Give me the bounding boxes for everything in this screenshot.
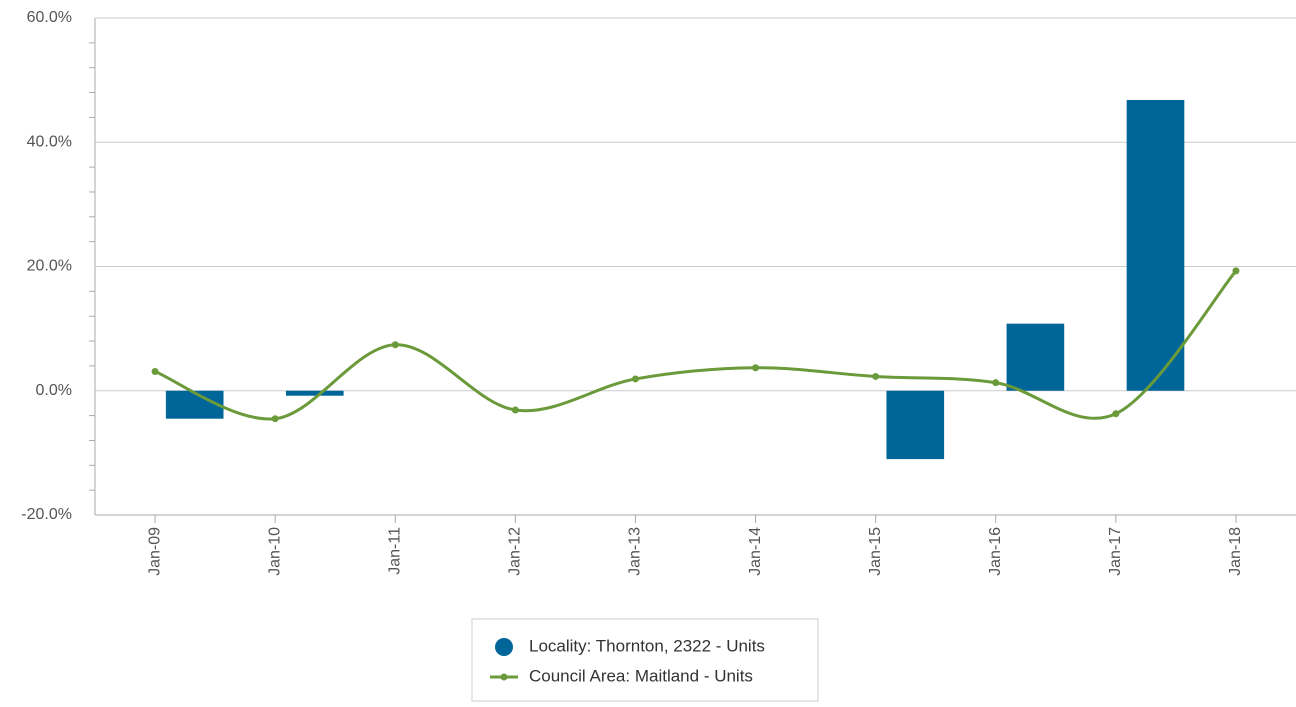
y-tick-label: 60.0% [27,9,72,26]
y-tick-label: 40.0% [27,133,72,150]
x-tick-label: Jan-17 [1107,527,1124,576]
x-tick-label: Jan-12 [507,527,524,576]
point [752,364,760,372]
legend: Locality: Thornton, 2322 - Units Council … [471,618,819,702]
line [154,269,1238,421]
legend-label: Council Area: Maitland - Units [529,666,753,685]
point [992,379,1000,387]
point [872,372,880,380]
bar [165,390,224,419]
x-tick-label: Jan-09 [146,527,163,576]
point [391,341,399,349]
bar [886,390,945,460]
x-tick-label: Jan-10 [266,527,283,576]
x-tick-label: Jan-18 [1227,527,1244,576]
legend-marker [500,673,508,681]
x-tick-label: Jan-15 [867,527,884,576]
y-tick-label: -20.0% [21,506,72,523]
bar [1126,100,1185,391]
bar [1006,323,1065,391]
legend-box [471,618,819,702]
point [151,367,159,375]
legend-marker [495,638,513,656]
bar [285,390,344,396]
y-tick-label: 0.0% [36,382,72,399]
point [631,375,639,383]
x-tick-label: Jan-16 [987,527,1004,576]
point [1112,410,1120,418]
x-tick-label: Jan-14 [747,527,764,576]
x-tick-label: Jan-11 [386,527,403,575]
x-tick-label: Jan-13 [627,527,644,576]
y-tick-label: 20.0% [27,258,72,275]
point [511,406,519,414]
point [271,415,279,423]
point [1232,267,1240,275]
legend-label: Locality: Thornton, 2322 - Units [529,636,765,655]
